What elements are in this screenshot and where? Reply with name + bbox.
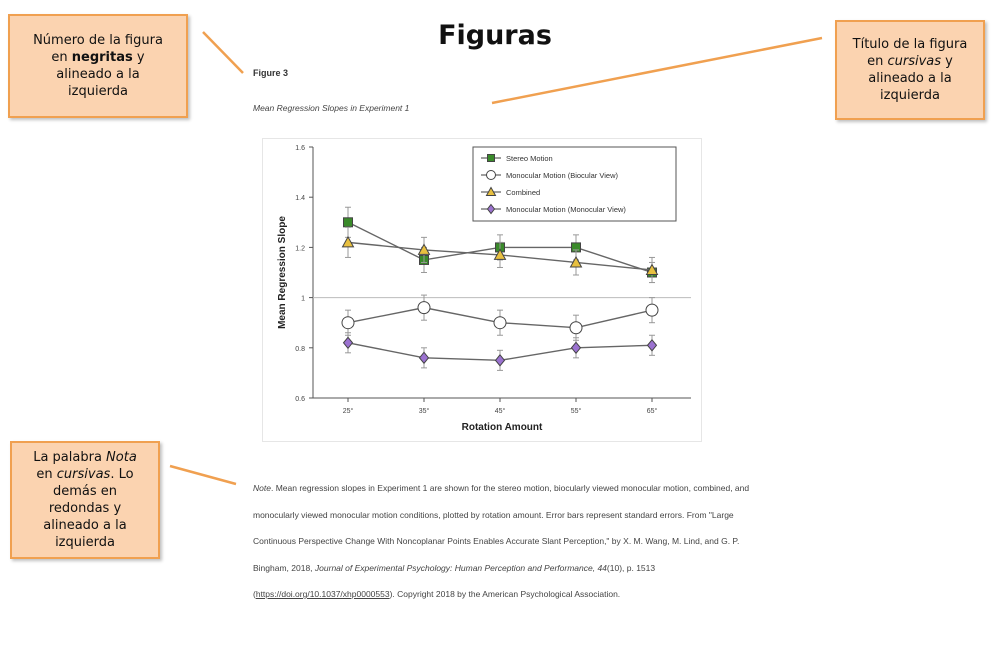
legend-marker: [486, 203, 496, 215]
figure-title: Mean Regression Slopes in Experiment 1: [253, 103, 410, 113]
callout-italic-title: Título de la figura en cursivas y alinea…: [835, 20, 985, 120]
callout-note-line5: alineado a la: [43, 518, 127, 533]
callout-bold-line2-post: y: [132, 50, 145, 65]
data-point: [569, 255, 583, 268]
note-journal: Journal of Experimental Psychology: Huma…: [314, 562, 607, 573]
legend-label: Monocular Motion (Biocular View): [506, 171, 618, 180]
callout-note-line3: demás en: [52, 484, 118, 499]
y-tick-label: 1.6: [295, 145, 305, 152]
data-point: [342, 336, 354, 350]
note-doi-link[interactable]: https://doi.org/10.1037/xhp0000553: [255, 589, 390, 599]
y-tick-label: 1.2: [295, 245, 305, 252]
data-point: [494, 354, 506, 367]
callout-title-line4: izquierda: [880, 88, 940, 103]
data-point: [343, 217, 353, 228]
legend-box: [472, 146, 677, 222]
data-point: [569, 321, 583, 335]
x-tick-label: 25°: [343, 407, 354, 415]
note-text-1: . Mean regression slopes in Experiment 1…: [253, 483, 750, 573]
data-point: [417, 301, 431, 315]
connector-bold-number: [202, 31, 244, 74]
figure-number: Figure 3: [253, 68, 289, 78]
callout-title-line2-pre: en: [867, 54, 888, 69]
callout-bold-line4: izquierda: [68, 84, 128, 99]
legend-marker: [486, 170, 496, 180]
legend-marker: [487, 154, 495, 162]
callout-note-line2-post: . Lo: [110, 467, 134, 482]
callout-title-line1: Título de la figura: [852, 37, 968, 52]
y-tick-label: 0.6: [295, 396, 305, 403]
series-1: [341, 294, 659, 341]
callout-bold-number: Número de la figura en negritas y alinea…: [8, 14, 188, 118]
data-point: [646, 339, 658, 352]
chart-legend: Stereo Motion Monocular Motion (Biocular …: [472, 146, 677, 222]
data-point: [570, 341, 582, 355]
chart-series: [341, 206, 659, 371]
callout-title-line2-post: y: [941, 54, 953, 69]
figure-note: Note. Mean regression slopes in Experime…: [253, 475, 753, 608]
note-text-2: (10), p. 1513 (: [253, 562, 656, 600]
data-point: [493, 248, 507, 260]
y-tick-label: 0.8: [295, 346, 305, 353]
legend-label: Monocular Motion (Monocular View): [506, 205, 626, 214]
callout-bold-line3: alineado a la: [56, 67, 140, 82]
data-point: [341, 235, 355, 248]
x-tick-label: 45°: [495, 407, 506, 415]
data-point: [341, 316, 355, 330]
callout-bold-line2-pre: en: [51, 50, 72, 65]
legend-label: Stereo Motion: [506, 154, 553, 163]
callout-note-line6: izquierda: [55, 535, 115, 550]
data-point: [645, 303, 659, 317]
x-tick-label: 55°: [571, 407, 582, 415]
callout-bold-line1: Número de la figura: [33, 33, 163, 48]
callout-note-line4: redondas y: [48, 501, 122, 516]
y-tick-label: 1: [301, 296, 305, 303]
callout-title-emph: cursivas: [887, 54, 942, 69]
data-point: [645, 263, 659, 275]
page-heading: Figuras: [438, 20, 552, 51]
x-axis-label: Rotation Amount: [462, 422, 543, 433]
connector-note-word: [169, 464, 237, 486]
connector-italic-title: [491, 36, 823, 105]
data-point: [418, 351, 430, 365]
chart-axes: 0.6 0.8 1 1.2 1.4 1.6 25° 35° 45° 55° 65° Rotation …: [277, 145, 691, 433]
figure-chart: 0.6 0.8 1 1.2 1.4 1.6 25° 35° 45° 55° 65° Rotation …: [262, 138, 702, 442]
callout-bold-emph: negritas: [71, 50, 133, 65]
callout-note-word: La palabra Nota en cursivas. Lo demás en…: [10, 441, 160, 559]
callout-note-line2-pre: en: [36, 467, 57, 482]
data-point: [417, 243, 431, 255]
callout-title-line3: alineado a la: [868, 71, 952, 86]
legend-label: Combined: [506, 188, 540, 197]
note-text-3: ). Copyright 2018 by the American Psycho…: [389, 589, 621, 599]
x-tick-label: 65°: [647, 407, 658, 415]
callout-note-line1: La palabra: [33, 450, 107, 465]
y-axis-label: Mean Regression Slope: [277, 216, 288, 329]
series-2: [341, 226, 659, 284]
y-tick-label: 1.4: [295, 195, 305, 202]
line-chart: 0.6 0.8 1 1.2 1.4 1.6 25° 35° 45° 55° 65° Rotation …: [277, 145, 691, 433]
legend-marker: [485, 186, 497, 196]
callout-note-emph1: Nota: [106, 450, 137, 465]
x-tick-label: 35°: [419, 407, 430, 415]
series-3: [342, 332, 658, 371]
data-point: [493, 316, 507, 330]
callout-note-emph2: cursivas: [56, 467, 111, 482]
note-label: Note: [253, 483, 271, 493]
